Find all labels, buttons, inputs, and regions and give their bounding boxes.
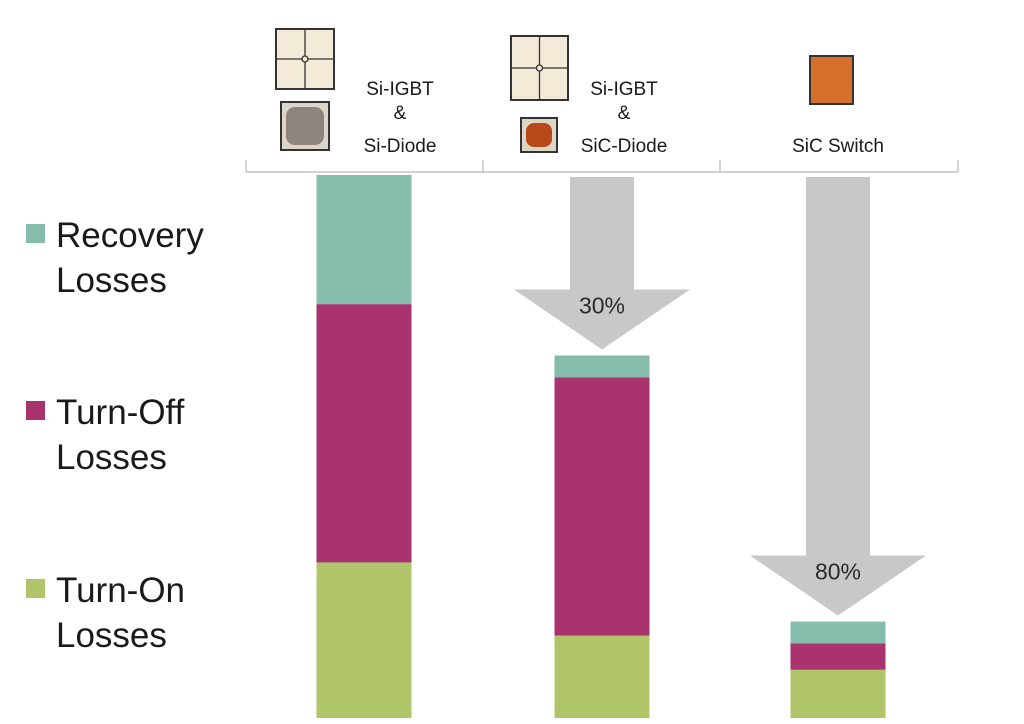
bar-turn-on-losses-2: [554, 635, 650, 718]
category-label-1-line3: Si-Diode: [364, 136, 437, 157]
category-label-3-line3: SiC Switch: [792, 136, 884, 157]
legend-label-line2: Losses: [56, 616, 167, 655]
reduction-label-2: 80%: [815, 559, 861, 585]
legend: Recovery Losses Turn-Off Losses Turn-On Losse…: [26, 216, 204, 655]
bar-turn-on-losses-3: [790, 669, 886, 718]
legend-item-2: Turn-Off Losses: [26, 393, 185, 477]
device-header: Si-IGBT & Si-Diode Si-IGBT & SiC-Diode SiC Swi…: [245, 28, 959, 173]
reduction-arrow-2: [750, 177, 926, 616]
legend-label-line2: Losses: [56, 438, 167, 477]
category-label-2-line3: SiC-Diode: [581, 136, 668, 157]
bar-turn-on-losses-1: [316, 562, 412, 718]
bar-recovery-losses-2: [554, 355, 650, 378]
reduction-arrows: 30% 80%: [514, 177, 926, 616]
legend-swatch: [26, 401, 45, 420]
legend-swatch: [26, 579, 45, 598]
category-label-2-line1: Si-IGBT: [590, 79, 658, 100]
bar-turn-off-losses-1: [316, 304, 412, 563]
bar-turn-off-losses-3: [790, 643, 886, 670]
igbt-chip-icon: [510, 35, 569, 101]
bar-recovery-losses-1: [316, 175, 412, 305]
legend-item-3: Turn-On Losses: [26, 571, 185, 655]
sic-switch-chip-icon: [809, 55, 854, 105]
reduction-label-1: 30%: [579, 292, 625, 318]
legend-label-line1: Recovery: [56, 216, 204, 255]
legend-label-line1: Turn-Off: [56, 393, 185, 432]
legend-label-line1: Turn-On: [56, 571, 185, 610]
legend-item-1: Recovery Losses: [26, 216, 204, 300]
category-label-1-line2: &: [394, 103, 407, 124]
bar-recovery-losses-3: [790, 621, 886, 644]
si-diode-chip-icon: [280, 101, 330, 151]
reduction-arrow-1: [514, 177, 690, 350]
stacked-bars: [316, 175, 886, 718]
sic-diode-chip-icon: [520, 117, 558, 153]
igbt-chip-icon: [275, 28, 335, 90]
legend-swatch: [26, 224, 45, 243]
bar-turn-off-losses-2: [554, 377, 650, 636]
legend-label-line2: Losses: [56, 261, 167, 300]
category-label-1-line1: Si-IGBT: [366, 79, 434, 100]
category-label-2-line2: &: [618, 103, 631, 124]
